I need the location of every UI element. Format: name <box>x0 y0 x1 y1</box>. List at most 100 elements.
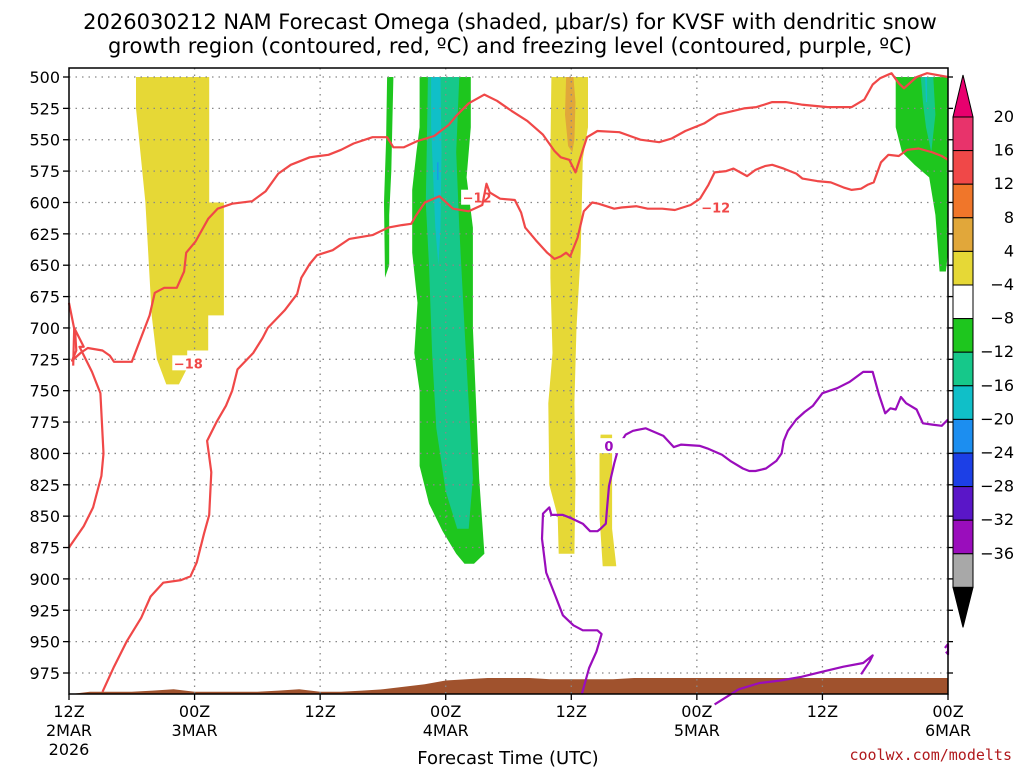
x-tick-label-24: 12Z <box>304 702 335 721</box>
shade-yellow-b <box>548 77 588 554</box>
shade-teal-b <box>920 77 936 153</box>
y-tick-label-600: 600 <box>29 193 60 212</box>
x-axis-label: Forecast Time (UTC) <box>417 748 598 768</box>
x-tick-date-36: 4MAR <box>423 721 469 740</box>
minus-12b-contour-label: −12 <box>701 202 730 217</box>
chart-title-line1: 2026030212 NAM Forecast Omega (shaded, μ… <box>83 10 937 34</box>
colorbar-label-13: −36 <box>980 544 1014 563</box>
minus-12b-contour-label-bg <box>699 199 732 215</box>
y-tick-label-950: 950 <box>29 633 60 652</box>
colorbar-swatch-11 <box>952 486 974 521</box>
x-tick-label-36: 00Z <box>430 702 461 721</box>
shade-green-c <box>895 77 948 272</box>
minus-18-contour-label: −18 <box>174 357 203 372</box>
colorbar-label-11: −28 <box>980 477 1014 496</box>
shade-green-d <box>936 183 948 228</box>
x-tick-label-60: 00Z <box>681 702 712 721</box>
minus-12-contour <box>68 326 105 549</box>
y-axis: 500 525 550 575 600 625 650 675 700 725 750 775 800 8… <box>29 68 953 683</box>
y-tick-label-675: 675 <box>29 288 60 307</box>
freezing-level-contour-a-label: 0 <box>604 440 613 455</box>
y-tick-label-550: 550 <box>29 131 60 150</box>
shade-yellow-a <box>136 77 224 385</box>
freezing-level-contour-a <box>540 370 949 695</box>
shade-cyan-a <box>431 77 442 266</box>
colorbar-swatch-12 <box>952 519 974 555</box>
terrain-fill <box>69 678 948 695</box>
plot-frame <box>68 67 949 695</box>
colorbar-swatch-8 <box>952 385 974 420</box>
y-tick-label-900: 900 <box>29 570 60 589</box>
shade-green-a <box>384 77 394 278</box>
colorbar-label-0: 20 <box>994 107 1014 126</box>
y-tick-label-500: 500 <box>29 68 60 87</box>
colorbar-swatch-5 <box>952 284 974 320</box>
colorbar-label-6: −8 <box>990 309 1014 328</box>
shade-cyan-b <box>925 77 928 103</box>
omega-shading <box>136 77 948 567</box>
y-tick-label-650: 650 <box>29 256 60 275</box>
x-tick-label-72: 12Z <box>807 702 838 721</box>
colorbar-swatch-1 <box>952 150 974 185</box>
y-tick-label-875: 875 <box>29 539 60 558</box>
x-tick-label-12: 00Z <box>179 702 210 721</box>
contours: −18 −12 −12 0 <box>67 72 950 706</box>
colorbar-label-9: −20 <box>980 409 1014 428</box>
x-tick-date-12: 3MAR <box>172 721 218 740</box>
colorbar-label-3: 8 <box>1004 208 1014 227</box>
colorbar-swatch-3 <box>952 217 974 252</box>
x-tick-date-0: 2MAR <box>46 721 92 740</box>
colorbar-label-7: −12 <box>980 342 1014 361</box>
x-tick-label-48: 12Z <box>556 702 587 721</box>
colorbar-label-4: 4 <box>1004 241 1014 260</box>
colorbar-label-12: −32 <box>980 510 1014 529</box>
colorbar: 20 16 12 8 4 −4 −8 −12 −16 −20 −24 −28 −32 −36 <box>952 74 1014 628</box>
colorbar-swatch-6 <box>952 318 974 353</box>
colorbar-bottom-arrow <box>952 586 974 628</box>
y-tick-label-975: 975 <box>29 664 60 683</box>
x-tick-year-0: 2026 <box>49 740 90 759</box>
colorbar-label-8: −16 <box>980 376 1014 395</box>
colorbar-swatch-13 <box>952 553 974 588</box>
colorbar-swatch-10 <box>952 452 974 488</box>
credit-text: coolwx.com/modelts <box>849 746 1012 764</box>
colorbar-label-5: −4 <box>990 275 1014 294</box>
y-tick-label-575: 575 <box>29 162 60 181</box>
terrain <box>69 678 948 695</box>
x-tick-date-84: 6MAR <box>925 721 971 740</box>
minus-12b-contour <box>101 147 949 693</box>
y-tick-label-700: 700 <box>29 319 60 338</box>
colorbar-label-1: 16 <box>994 141 1014 160</box>
y-tick-label-775: 775 <box>29 413 60 432</box>
freezing-level-contour-b <box>714 654 874 706</box>
x-tick-date-60: 5MAR <box>674 721 720 740</box>
colorbar-swatch-0 <box>952 116 974 152</box>
y-tick-label-800: 800 <box>29 444 60 463</box>
minus-18-contour <box>67 72 949 363</box>
grid <box>69 68 948 694</box>
shade-orange-a <box>565 77 576 153</box>
shade-blue-a <box>437 162 439 180</box>
colorbar-swatch-4 <box>952 250 974 286</box>
colorbar-swatch-7 <box>952 351 974 387</box>
minus-18-contour-label-bg <box>172 355 205 371</box>
minus-12-contour-label: −12 <box>463 192 492 207</box>
y-tick-label-525: 525 <box>29 99 60 118</box>
colorbar-swatch-2 <box>952 183 974 219</box>
colorbar-label-2: 12 <box>994 174 1014 193</box>
colorbar-swatch-9 <box>952 418 974 454</box>
y-tick-label-725: 725 <box>29 350 60 369</box>
colorbar-top-arrow <box>952 74 974 118</box>
chart-title-line2: growth region (contoured, red, ºC) and f… <box>108 34 912 58</box>
x-tick-label-0: 12Z <box>53 702 84 721</box>
y-tick-label-850: 850 <box>29 507 60 526</box>
freezing-level-contour-a-label-bg <box>592 438 625 454</box>
y-tick-label-750: 750 <box>29 382 60 401</box>
colorbar-label-10: −24 <box>980 443 1014 462</box>
y-tick-label-625: 625 <box>29 225 60 244</box>
x-tick-label-84: 00Z <box>932 702 963 721</box>
y-tick-label-825: 825 <box>29 476 60 495</box>
y-tick-label-925: 925 <box>29 601 60 620</box>
